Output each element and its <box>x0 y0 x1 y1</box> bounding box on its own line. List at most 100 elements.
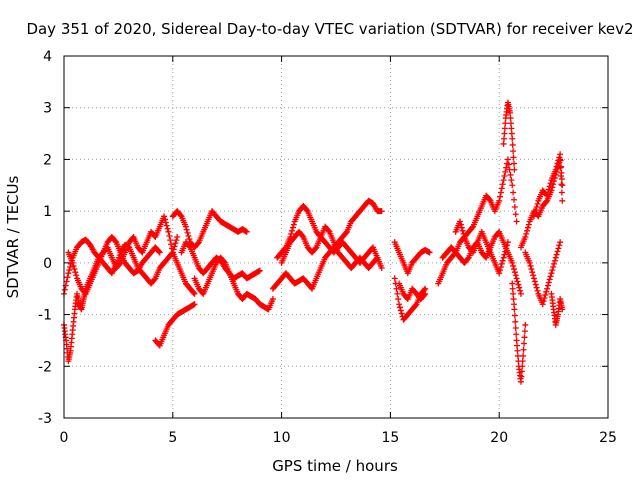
data-point <box>544 192 551 199</box>
data-point <box>498 260 505 267</box>
data-point <box>529 269 536 276</box>
data-point <box>496 270 503 277</box>
data-point <box>507 120 514 127</box>
data-point <box>393 285 400 292</box>
data-point <box>510 160 517 167</box>
data-point <box>502 120 509 127</box>
data-point <box>521 328 528 335</box>
data-point <box>177 212 184 219</box>
data-point <box>458 224 465 231</box>
data-point <box>164 225 171 232</box>
data-point <box>531 210 538 217</box>
data-point <box>544 189 551 196</box>
data-point <box>182 223 189 230</box>
data-point <box>112 238 119 245</box>
x-tick-label: 20 <box>490 430 508 446</box>
data-point <box>174 234 181 240</box>
data-point <box>556 242 563 249</box>
y-tick-label: 1 <box>43 204 52 220</box>
data-point <box>547 273 554 280</box>
data-point <box>547 180 554 187</box>
data-point <box>505 161 512 168</box>
data-point <box>421 286 428 293</box>
data-point <box>191 301 198 308</box>
data-point <box>162 219 169 226</box>
data-point <box>545 279 552 286</box>
data-point <box>161 213 168 220</box>
series-arc-early-mid <box>65 234 163 297</box>
data-point <box>514 342 521 349</box>
data-point <box>520 346 527 353</box>
y-tick-label: 2 <box>43 152 52 168</box>
data-point <box>299 232 306 239</box>
data-point <box>290 221 297 228</box>
data-point <box>195 240 202 247</box>
data-point <box>559 182 566 189</box>
data-point <box>510 154 517 161</box>
data-point <box>553 251 560 258</box>
data-point <box>510 290 517 297</box>
data-point <box>166 232 173 239</box>
data-point <box>459 227 466 234</box>
series-arc-10h-b <box>274 202 385 272</box>
data-point <box>186 236 193 243</box>
data-point <box>549 267 556 274</box>
data-point <box>514 352 521 359</box>
series-arc-18h-a <box>435 156 520 287</box>
data-point <box>426 249 433 256</box>
data-point <box>398 310 405 317</box>
data-point <box>64 274 71 281</box>
data-point <box>499 181 506 188</box>
data-point <box>543 288 550 295</box>
data-point <box>510 301 517 308</box>
series-arc-mid-c <box>191 254 276 313</box>
data-point <box>511 269 518 276</box>
data-point <box>512 325 519 332</box>
data-point <box>503 164 510 171</box>
data-point <box>497 263 504 270</box>
data-point <box>63 278 70 285</box>
data-point <box>289 224 296 231</box>
data-point <box>396 301 403 308</box>
data-point <box>517 378 524 385</box>
x-tick-label: 10 <box>273 430 291 446</box>
data-point <box>512 272 519 279</box>
data-point <box>422 285 429 292</box>
y-tick-label: 0 <box>43 256 52 272</box>
series-arc-15h-a <box>391 239 433 277</box>
data-point <box>500 140 507 147</box>
data-point <box>552 166 559 173</box>
data-point <box>156 249 163 256</box>
data-point <box>539 301 546 308</box>
x-tick-label: 15 <box>381 430 399 446</box>
data-point <box>513 337 520 344</box>
data-point <box>391 275 398 282</box>
x-tick-label: 5 <box>168 430 177 446</box>
data-point <box>61 286 68 293</box>
data-point <box>525 221 532 228</box>
data-point <box>394 290 401 297</box>
series-arc-22h-low <box>548 290 566 328</box>
data-point <box>496 197 503 204</box>
data-point <box>65 270 72 277</box>
data-point <box>510 189 517 196</box>
data-point <box>546 183 553 190</box>
data-point <box>497 193 504 200</box>
data-point <box>183 226 190 233</box>
data-point <box>161 216 168 223</box>
data-point <box>186 243 193 250</box>
data-point <box>512 211 519 218</box>
data-point <box>504 239 511 246</box>
data-point <box>509 259 516 266</box>
x-tick-label: 25 <box>599 430 617 446</box>
series-spike-20h <box>500 99 518 173</box>
data-point <box>499 257 506 264</box>
data-point <box>67 263 74 270</box>
series-arc-mid-rise <box>152 301 198 349</box>
data-point <box>504 156 511 163</box>
data-point <box>518 368 525 375</box>
x-tick-label: 0 <box>60 430 69 446</box>
chart-title: Day 351 of 2020, Sidereal Day-to-day VTE… <box>26 20 633 38</box>
data-point <box>151 276 158 283</box>
data-point <box>171 243 178 250</box>
